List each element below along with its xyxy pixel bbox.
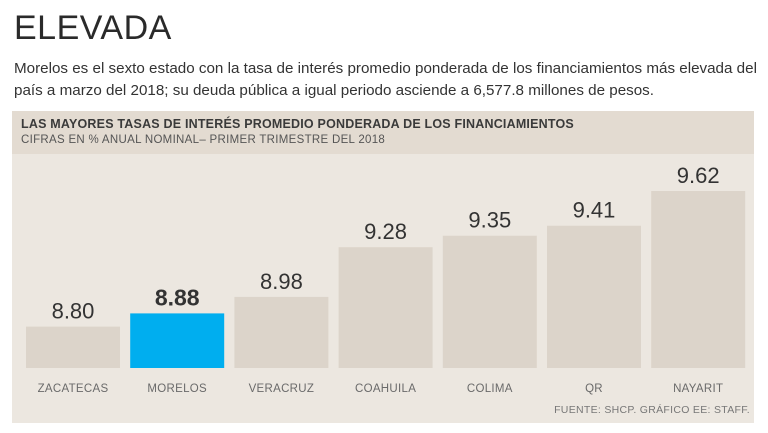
value-label-coahuila: 9.28 [364, 219, 407, 244]
chart-title: LAS MAYORES TASAS DE INTERÉS PROMEDIO PO… [21, 117, 574, 131]
bar-morelos [130, 313, 225, 368]
value-label-colima: 9.35 [468, 208, 511, 233]
bar-qr [547, 225, 641, 368]
category-label-coahuila: COAHUILA [355, 383, 416, 395]
category-label-colima: COLIMA [467, 383, 513, 395]
bar-zacatecas [26, 326, 120, 368]
bar-veracruz [234, 296, 329, 368]
source-note: FUENTE: SHCP. GRÁFICO EE: STAFF. [554, 404, 750, 416]
value-label-nayarit: 9.62 [677, 163, 720, 188]
value-label-qr: 9.41 [573, 198, 616, 223]
chart-title-band [12, 111, 754, 154]
category-label-morelos: MORELOS [147, 383, 207, 395]
bar-coahuila [338, 247, 433, 368]
category-label-qr: QR [585, 383, 603, 395]
headline: ELEVADA [14, 9, 172, 47]
value-label-zacatecas: 8.80 [52, 299, 95, 324]
value-label-veracruz: 8.98 [260, 269, 303, 294]
bar-colima [442, 235, 537, 368]
category-label-veracruz: VERACRUZ [249, 383, 315, 395]
value-label-morelos: 8.88 [155, 284, 200, 310]
bar-nayarit [651, 191, 746, 368]
chart-subtitle: CIFRAS EN % ANUAL NOMINAL– PRIMER TRIMES… [21, 134, 386, 146]
category-label-zacatecas: ZACATECAS [38, 383, 109, 395]
dek-paragraph: Morelos es el sexto estado con la tasa d… [14, 60, 757, 99]
category-label-nayarit: NAYARIT [673, 383, 723, 395]
